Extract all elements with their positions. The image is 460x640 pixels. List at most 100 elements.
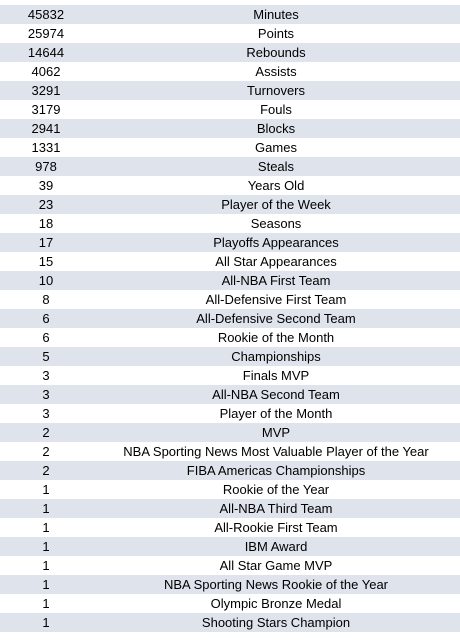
table-row: 39 Years Old xyxy=(0,176,460,195)
stat-label: All-Defensive First Team xyxy=(205,292,347,307)
stat-value: 1 xyxy=(42,577,50,592)
table-row: 15 All Star Appearances xyxy=(0,252,460,271)
table-row: 17 Playoffs Appearances xyxy=(0,233,460,252)
stat-label: Olympic Bronze Medal xyxy=(210,596,342,611)
table-row: 1 IBM Award xyxy=(0,537,460,556)
stat-label: All Star Game MVP xyxy=(219,558,333,573)
stat-label: All-Defensive Second Team xyxy=(196,311,356,326)
stat-value: 2 xyxy=(42,463,50,478)
table-row: 2 MVP xyxy=(0,423,460,442)
stat-label: Seasons xyxy=(250,216,302,231)
stat-label: Minutes xyxy=(253,7,299,22)
stat-value: 15 xyxy=(38,254,54,269)
stat-value: 1 xyxy=(42,501,50,516)
table-row: 4062 Assists xyxy=(0,62,460,81)
stat-value: 1 xyxy=(42,615,50,630)
table-row: 1 Olympic Bronze Medal xyxy=(0,594,460,613)
table-row: 3 Finals MVP xyxy=(0,366,460,385)
stats-table: 45832 Minutes 25974 Points 14644 Rebounds 4062… xyxy=(0,5,460,632)
stat-label: Games xyxy=(255,140,297,155)
stat-value: 3 xyxy=(42,406,50,421)
stat-value: 1 xyxy=(42,558,50,573)
table-row: 5 Championships xyxy=(0,347,460,366)
table-row: 8 All-Defensive First Team xyxy=(0,290,460,309)
table-row: 2 FIBA Americas Championships xyxy=(0,461,460,480)
stat-value: 1331 xyxy=(31,140,61,155)
table-row: 3179 Fouls xyxy=(0,100,460,119)
table-row: 1 NBA Sporting News Rookie of the Year xyxy=(0,575,460,594)
table-row: 14644 Rebounds xyxy=(0,43,460,62)
stat-label: NBA Sporting News Most Valuable Player o… xyxy=(123,444,429,459)
table-row: 23 Player of the Week xyxy=(0,195,460,214)
stat-value: 39 xyxy=(38,178,54,193)
stat-label: All Star Appearances xyxy=(215,254,337,269)
stat-value: 17 xyxy=(38,235,54,250)
stat-label: All-Rookie First Team xyxy=(214,520,338,535)
stat-label: FIBA Americas Championships xyxy=(186,463,366,478)
stat-value: 6 xyxy=(42,330,50,345)
stat-value: 2 xyxy=(42,444,50,459)
stat-label: Points xyxy=(257,26,295,41)
stat-label: Fouls xyxy=(260,102,292,117)
stat-value: 18 xyxy=(38,216,54,231)
stat-label: Rookie of the Month xyxy=(217,330,335,345)
stat-value: 25974 xyxy=(27,26,65,41)
table-row: 2 NBA Sporting News Most Valuable Player … xyxy=(0,442,460,461)
table-row: 1 All Star Game MVP xyxy=(0,556,460,575)
stat-value: 978 xyxy=(35,159,57,174)
stat-value: 45832 xyxy=(27,7,65,22)
stat-label: Years Old xyxy=(247,178,305,193)
stat-label: Playoffs Appearances xyxy=(213,235,339,250)
stat-label: Assists xyxy=(255,64,297,79)
table-row: 2941 Blocks xyxy=(0,119,460,138)
stat-label: Rebounds xyxy=(246,45,306,60)
stat-value: 5 xyxy=(42,349,50,364)
stat-label: All-NBA Second Team xyxy=(212,387,340,402)
stat-value: 23 xyxy=(38,197,54,212)
table-row: 1 All-Rookie First Team xyxy=(0,518,460,537)
table-row: 6 All-Defensive Second Team xyxy=(0,309,460,328)
stat-label: All-NBA Third Team xyxy=(219,501,333,516)
stat-label: All-NBA First Team xyxy=(221,273,331,288)
stat-value: 4062 xyxy=(31,64,61,79)
stat-label: Player of the Month xyxy=(219,406,333,421)
stat-value: 10 xyxy=(38,273,54,288)
table-row: 6 Rookie of the Month xyxy=(0,328,460,347)
table-row: 3 All-NBA Second Team xyxy=(0,385,460,404)
table-row: 3291 Turnovers xyxy=(0,81,460,100)
stat-label: Rookie of the Year xyxy=(222,482,330,497)
stat-value: 3 xyxy=(42,387,50,402)
table-row: 1 All-NBA Third Team xyxy=(0,499,460,518)
stat-value: 1 xyxy=(42,520,50,535)
table-row: 18 Seasons xyxy=(0,214,460,233)
stat-label: NBA Sporting News Rookie of the Year xyxy=(163,577,389,592)
stat-label: Finals MVP xyxy=(242,368,310,383)
table-row: 10 All-NBA First Team xyxy=(0,271,460,290)
stat-value: 1 xyxy=(42,539,50,554)
stat-value: 2941 xyxy=(31,121,61,136)
table-row: 978 Steals xyxy=(0,157,460,176)
table-row: 1 Rookie of the Year xyxy=(0,480,460,499)
table-row: 1331 Games xyxy=(0,138,460,157)
table-row: 3 Player of the Month xyxy=(0,404,460,423)
stat-label: IBM Award xyxy=(244,539,308,554)
stat-value: 3291 xyxy=(31,83,61,98)
stat-label: Steals xyxy=(257,159,295,174)
stat-value: 1 xyxy=(42,482,50,497)
stat-value: 14644 xyxy=(27,45,65,60)
stat-value: 6 xyxy=(42,311,50,326)
stat-label: Championships xyxy=(231,349,321,364)
stat-label: MVP xyxy=(261,425,291,440)
stat-value: 8 xyxy=(42,292,50,307)
stat-label: Shooting Stars Champion xyxy=(201,615,351,630)
stat-value: 3179 xyxy=(31,102,61,117)
table-row: 1 Shooting Stars Champion xyxy=(0,613,460,632)
table-row: 45832 Minutes xyxy=(0,5,460,24)
stat-label: Player of the Week xyxy=(221,197,331,212)
table-row: 25974 Points xyxy=(0,24,460,43)
stat-value: 1 xyxy=(42,596,50,611)
stat-label: Blocks xyxy=(256,121,296,136)
stat-value: 2 xyxy=(42,425,50,440)
stat-label: Turnovers xyxy=(246,83,306,98)
stat-value: 3 xyxy=(42,368,50,383)
